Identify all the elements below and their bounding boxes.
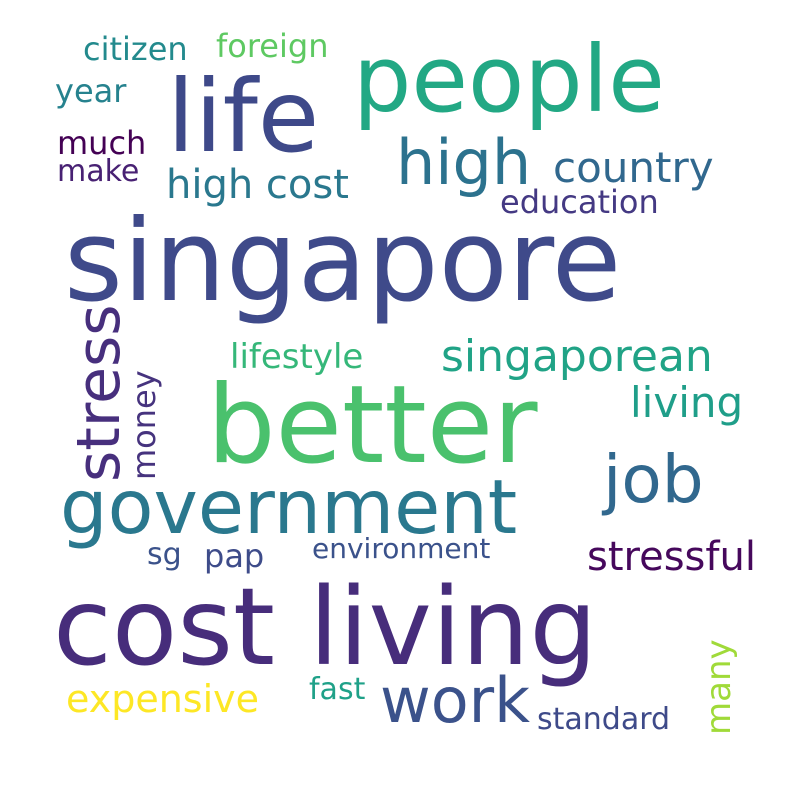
- word-make: make: [57, 154, 140, 189]
- word-education: education: [500, 183, 659, 221]
- word-high: high: [396, 126, 532, 199]
- word-high-cost: high cost: [166, 162, 349, 208]
- word-much: much: [57, 124, 147, 162]
- word-standard: standard: [537, 702, 671, 737]
- word-cost-living: cost living: [53, 566, 598, 690]
- word-job: job: [603, 441, 704, 518]
- word-singapore: singapore: [64, 195, 622, 327]
- word-country: country: [553, 143, 714, 192]
- word-year: year: [55, 72, 127, 110]
- word-sg: sg: [147, 537, 182, 572]
- word-life: life: [167, 58, 320, 175]
- word-pap: pap: [204, 537, 265, 575]
- word-foreign: foreign: [216, 27, 329, 65]
- word-expensive: expensive: [66, 677, 260, 721]
- word-stressful: stressful: [587, 534, 756, 580]
- word-living: living: [630, 378, 744, 427]
- word-many: many: [699, 639, 739, 735]
- word-people: people: [353, 26, 665, 133]
- word-government: government: [60, 463, 518, 551]
- word-stress: stress: [64, 304, 134, 482]
- word-citizen: citizen: [83, 30, 188, 68]
- word-work: work: [380, 664, 531, 737]
- word-environment: environment: [312, 532, 491, 565]
- word-fast: fast: [309, 672, 366, 707]
- word-lifestyle: lifestyle: [230, 337, 364, 377]
- word-singaporean: singaporean: [441, 331, 713, 382]
- word-money: money: [125, 370, 163, 480]
- word-better: better: [207, 363, 538, 488]
